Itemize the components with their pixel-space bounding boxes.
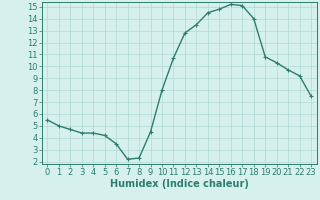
X-axis label: Humidex (Indice chaleur): Humidex (Indice chaleur)	[110, 179, 249, 189]
